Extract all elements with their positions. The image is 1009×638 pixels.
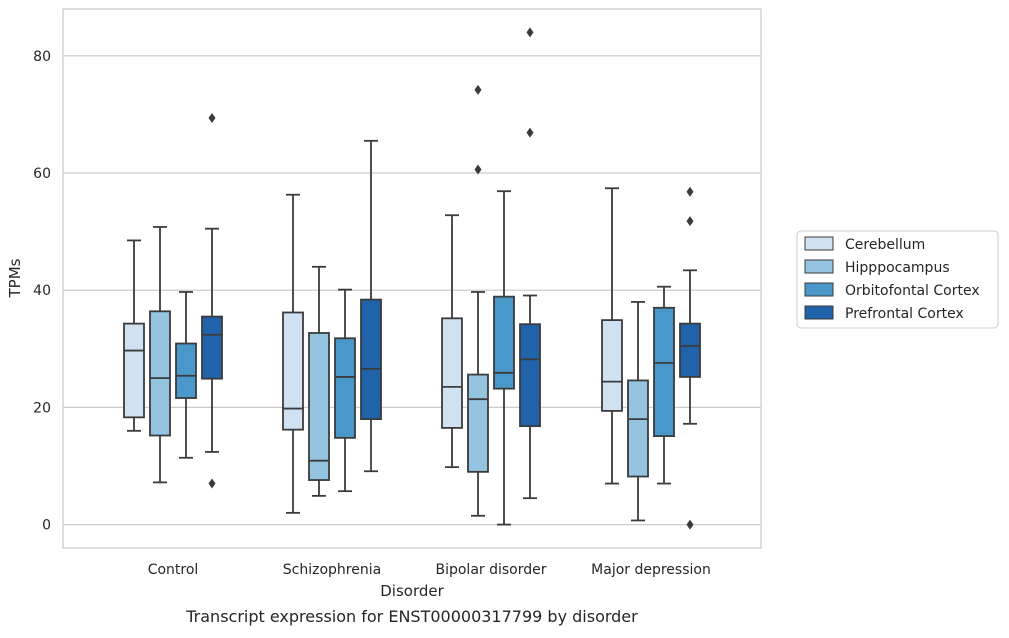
box-orbitofontal-cortex (175, 291, 197, 459)
outlier-point (526, 127, 534, 138)
outlier-point (526, 27, 534, 38)
outlier-point (474, 84, 482, 95)
x-axis-label: Disorder (380, 582, 444, 600)
y-tick-label: 20 (33, 400, 51, 416)
legend: Cerebellum Hipppocampus Orbitofontal Corte… (796, 230, 999, 329)
legend-swatch (804, 305, 834, 320)
box-hipppocampus (467, 84, 489, 517)
box-cerebellum (123, 239, 145, 432)
box-iqr (653, 306, 675, 437)
outlier-point (686, 216, 694, 227)
x-tick-label: Major depression (591, 562, 711, 578)
legend-swatch (804, 282, 834, 297)
legend-label: Prefrontal Cortex (845, 306, 964, 322)
x-tick-label: Schizophrenia (283, 562, 381, 578)
box-prefrontal-cortex (519, 27, 541, 500)
box-orbitofontal-cortex (653, 285, 675, 485)
outlier-point (686, 186, 694, 197)
outlier-point (474, 164, 482, 175)
y-tick-label: 60 (33, 166, 51, 182)
box-hipppocampus (308, 265, 330, 497)
box-prefrontal-cortex (201, 112, 223, 489)
box-prefrontal-cortex (360, 139, 382, 473)
outlier-point (686, 519, 694, 530)
box-iqr (201, 315, 223, 380)
box-iqr (441, 317, 463, 429)
box-iqr (601, 319, 623, 412)
legend-label: Cerebellum (845, 237, 925, 253)
box-cerebellum (282, 193, 304, 514)
box-iqr (149, 310, 171, 437)
y-axis-label: TPMs (6, 258, 24, 298)
x-tick-label: Control (148, 562, 199, 578)
box-iqr (282, 311, 304, 431)
box-iqr (334, 337, 356, 439)
box-iqr (519, 323, 541, 428)
box-iqr (308, 332, 330, 481)
legend-swatch (804, 259, 834, 274)
y-tick-label: 80 (33, 49, 51, 65)
box-iqr (123, 322, 145, 419)
box-iqr (679, 322, 701, 378)
x-tick-label: Bipolar disorder (435, 562, 546, 578)
box-hipppocampus (627, 301, 649, 522)
y-tick-label: 0 (42, 518, 51, 534)
box-orbitofontal-cortex (493, 190, 515, 526)
box-iqr (175, 342, 197, 399)
plot-frame (62, 8, 762, 549)
box-cerebellum (441, 214, 463, 469)
box-prefrontal-cortex (679, 186, 701, 530)
box-iqr (360, 298, 382, 421)
box-iqr (627, 379, 649, 478)
box-orbitofontal-cortex (334, 288, 356, 493)
legend-swatch (804, 236, 834, 251)
y-tick-label: 40 (33, 283, 51, 299)
legend-frame (796, 230, 999, 329)
box-iqr (467, 373, 489, 473)
box-iqr (493, 295, 515, 390)
outlier-point (208, 112, 216, 123)
outlier-point (208, 478, 216, 489)
legend-label: Hipppocampus (845, 260, 950, 276)
legend-label: Orbitofontal Cortex (845, 283, 980, 299)
box-cerebellum (601, 187, 623, 485)
box-hipppocampus (149, 226, 171, 484)
chart-caption: Transcript expression for ENST0000031779… (185, 607, 638, 626)
